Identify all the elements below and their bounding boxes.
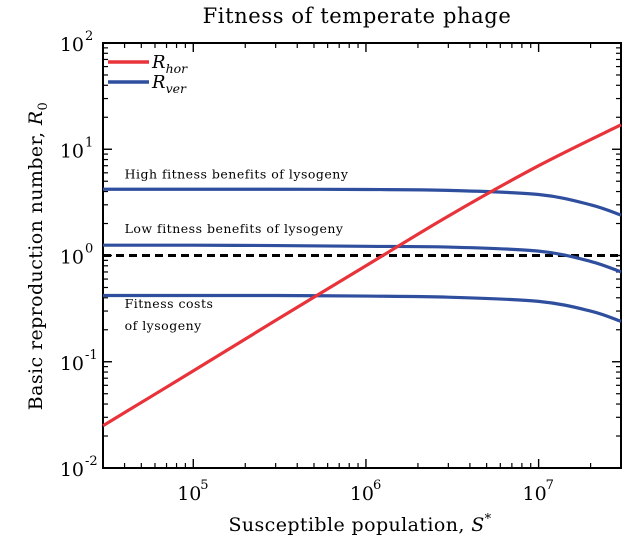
x-axis-label: Susceptible population, S*: [228, 512, 491, 536]
y-axis-label: Basic reproduction number, R0: [25, 102, 51, 410]
series-line-r-ver: [102, 243, 622, 274]
x-tick-exponent: 5: [200, 478, 208, 493]
y-tick-exponent: -2: [85, 454, 98, 469]
annotation-layer: High fitness benefits of lysogeny Low fit…: [125, 167, 349, 333]
y-tick-exponent: -1: [85, 348, 98, 363]
y-tick-label: 10: [60, 353, 84, 375]
y-tick-exponent: 1: [85, 135, 93, 150]
series-layer: [102, 123, 622, 428]
y-tick-label: 10: [60, 459, 84, 481]
series-line-r-hor: [102, 123, 622, 428]
y-tick-label: 10: [60, 247, 84, 269]
y-tick-exponent: 2: [85, 29, 93, 44]
y-tick-label: 10: [60, 34, 84, 56]
series-line-r-ver: [103, 187, 622, 217]
annotation-label: High fitness benefits of lysogeny: [125, 167, 349, 182]
annotation-label: Low fitness benefits of lysogeny: [125, 221, 344, 236]
x-tick-label: 10: [177, 483, 201, 505]
y-tick-label: 10: [60, 140, 84, 162]
x-tick-label: 10: [350, 483, 374, 505]
series-line-r-ver: [102, 293, 622, 323]
x-axis-ticks: 105 106 107: [102, 43, 622, 505]
annotation-label: of lysogeny: [125, 318, 203, 333]
chart-title: Fitness of temperate phage: [203, 4, 512, 28]
x-tick-exponent: 6: [373, 478, 381, 493]
x-tick-label: 10: [523, 483, 547, 505]
y-tick-exponent: 0: [85, 242, 93, 257]
annotation-label: Fitness costs: [125, 296, 214, 311]
plot-frame: [102, 42, 622, 469]
x-tick-exponent: 7: [546, 478, 554, 493]
